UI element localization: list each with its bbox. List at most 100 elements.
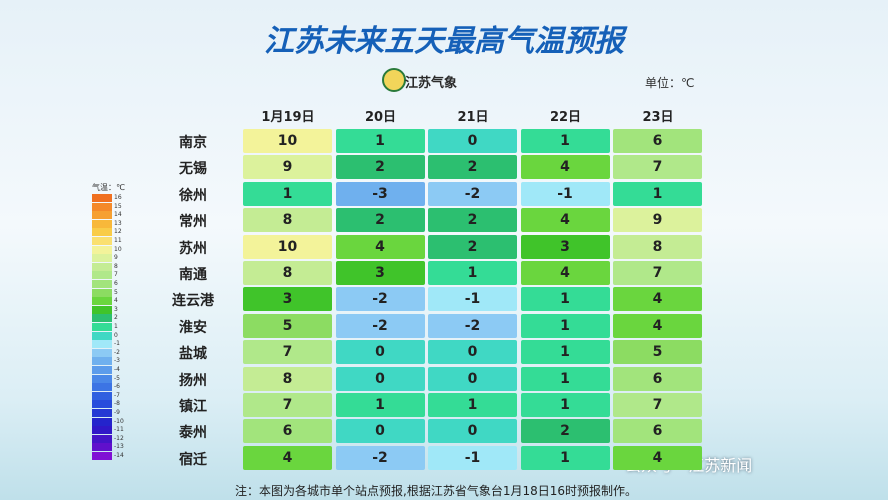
legend-tick: -6 (114, 383, 120, 391)
legend-swatch (92, 366, 112, 374)
temp-cell: 1 (520, 313, 610, 338)
temp-cell: 6 (613, 129, 702, 153)
logo-icon (382, 68, 406, 92)
temp-cell: 8 (613, 234, 702, 259)
temp-cell: 1 (520, 393, 610, 417)
city-label: 宿迁 (179, 451, 207, 468)
temp-cell: 1 (520, 366, 610, 391)
legend-swatch (92, 417, 112, 426)
temp-cell: 10 (243, 234, 332, 259)
city-label: 南京 (179, 135, 207, 151)
column-header: 1月19日 (261, 110, 315, 125)
column-header: 22日 (549, 110, 582, 125)
temp-cell: 1 (335, 393, 425, 417)
temp-cell: 7 (613, 393, 702, 417)
temp-cell: 4 (335, 234, 425, 259)
temp-cell: 9 (243, 155, 332, 180)
legend-tick: -1 (114, 340, 120, 348)
legend-swatch (92, 262, 112, 271)
temp-cell: 1 (520, 340, 610, 365)
legend-swatch (92, 323, 112, 331)
temp-cell: -3 (335, 181, 425, 206)
temp-cell: 4 (520, 261, 610, 285)
legend-tick: -3 (114, 357, 120, 365)
temp-cell: 3 (335, 261, 425, 285)
city-label: 苏州 (179, 240, 207, 257)
temp-cell: 1 (613, 181, 702, 206)
legend-swatch (92, 228, 112, 237)
temp-cell: 5 (243, 313, 332, 338)
temp-cell: 2 (520, 419, 610, 444)
legend-tick: 6 (114, 280, 118, 287)
temp-cell: 1 (520, 129, 610, 153)
temp-cell: -2 (428, 181, 517, 206)
legend-tick: -9 (114, 409, 120, 416)
column-header: 20日 (364, 110, 397, 125)
legend-tick: 8 (114, 262, 118, 270)
legend-tick: 13 (114, 219, 122, 227)
legend-tick: -10 (114, 417, 124, 425)
legend-swatch (92, 426, 112, 435)
legend-swatch (92, 297, 112, 306)
legend-swatch (92, 434, 112, 443)
city-label: 徐州 (179, 187, 207, 204)
temp-cell: 2 (428, 155, 517, 180)
temp-cell: 7 (613, 155, 702, 180)
temp-cell: 6 (613, 419, 702, 444)
legend-tick: 2 (114, 314, 118, 322)
temp-cell: 3 (243, 287, 332, 312)
temp-cell: 0 (335, 340, 425, 365)
city-label: 连云港 (172, 293, 214, 310)
temp-cell: 9 (613, 208, 702, 233)
temp-cell: -2 (335, 313, 425, 338)
legend-tick: 0 (114, 331, 118, 339)
temp-cell: 1 (520, 287, 610, 312)
temp-cell: 0 (428, 129, 517, 153)
city-label: 盐城 (179, 346, 207, 363)
legend-swatch (92, 280, 112, 288)
temp-cell: 0 (335, 419, 425, 444)
legend-tick: -7 (114, 391, 120, 399)
temp-cell: 1 (520, 445, 610, 470)
city-label: 淮安 (179, 319, 207, 336)
temp-cell: 4 (520, 155, 610, 180)
city-label: 镇江 (179, 399, 207, 415)
legend-swatch (92, 194, 112, 202)
temp-cell: 7 (243, 393, 332, 417)
legend-tick: -11 (114, 426, 124, 434)
legend-tick: 9 (114, 254, 118, 262)
legend-tick: -2 (114, 348, 120, 356)
temp-cell: 3 (520, 234, 610, 259)
city-label: 泰州 (179, 425, 207, 442)
legend-tick: 7 (114, 271, 118, 279)
legend-tick: -8 (114, 400, 120, 408)
legend-swatch (92, 237, 112, 245)
temp-cell: 1 (243, 181, 332, 206)
temp-cell: -2 (428, 313, 517, 338)
legend-swatch (92, 254, 112, 263)
legend-tick: 10 (114, 245, 122, 253)
temp-cell: -2 (335, 287, 425, 312)
temp-cell: 2 (335, 155, 425, 180)
city-label: 南通 (179, 267, 207, 283)
temp-cell: 4 (613, 445, 702, 470)
legend-swatch (92, 314, 112, 323)
legend-swatch (92, 271, 112, 280)
footnote: 注：本图为各城市单个站点预报,根据江苏省气象台1月18日16时预报制作。 (235, 484, 637, 498)
temp-cell: 7 (243, 340, 332, 365)
column-header: 21日 (457, 110, 489, 125)
temp-cell: 4 (613, 313, 702, 338)
legend-tick: -14 (114, 452, 124, 459)
temp-cell: 4 (243, 445, 332, 470)
legend-tick: 16 (114, 194, 122, 201)
temp-cell: 0 (428, 340, 517, 365)
temp-cell: 8 (243, 208, 332, 233)
temp-cell: 2 (428, 234, 517, 259)
legend-swatch (92, 409, 112, 417)
legend-tick: 14 (114, 211, 122, 219)
temp-cell: -1 (428, 287, 517, 312)
legend-tick: -5 (114, 374, 120, 382)
temp-cell: 2 (428, 208, 517, 233)
temp-cell: 1 (428, 261, 517, 285)
